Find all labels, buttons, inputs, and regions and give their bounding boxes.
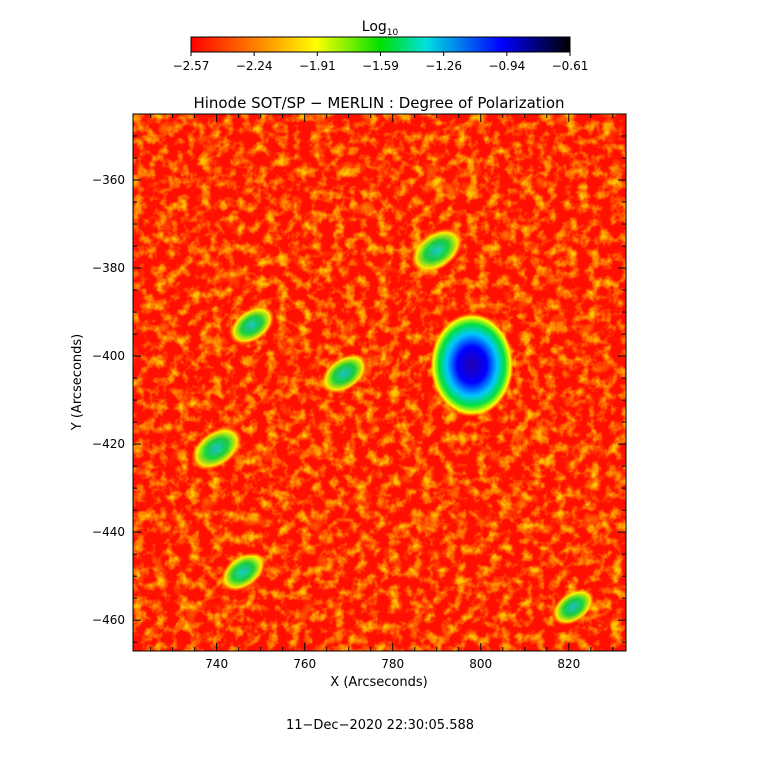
plage-region xyxy=(551,588,595,626)
plot-frame xyxy=(132,113,627,652)
sunspot-region xyxy=(429,312,514,417)
timestamp: 11−Dec−2020 22:30:05.588 xyxy=(286,718,474,733)
y-tick-label: −440 xyxy=(92,525,125,539)
x-axis-label: X (Arcseconds) xyxy=(330,675,427,690)
y-tick-label: −460 xyxy=(92,613,125,627)
x-tick-label: 740 xyxy=(205,657,228,671)
x-axis: 740 760 780 800 820 xyxy=(150,114,614,671)
y-tick-label: −400 xyxy=(92,349,125,363)
colorbar-ticks: −2.57 −2.24 −1.91 −1.59 −1.26 −0.94 −0.61 xyxy=(173,52,589,73)
heatmap-image xyxy=(133,114,626,651)
y-axis-label: Y (Arcseconds) xyxy=(70,334,85,431)
plage-region xyxy=(320,353,368,394)
chart-title: Hinode SOT/SP − MERLIN : Degree of Polar… xyxy=(193,94,564,112)
y-tick-label: −420 xyxy=(92,437,125,451)
colorbar-tick-label: −2.57 xyxy=(173,59,210,73)
x-tick-label: 760 xyxy=(293,657,316,671)
colorbar-tick-label: −2.24 xyxy=(236,59,273,73)
x-tick-label: 800 xyxy=(469,657,492,671)
heatmap-noise-yellow xyxy=(133,114,626,651)
colorbar-label: Log10 xyxy=(362,19,399,38)
x-tick-label: 780 xyxy=(381,657,404,671)
colorbar-tick-label: −0.61 xyxy=(552,59,589,73)
feature-layer xyxy=(191,228,595,626)
plage-region xyxy=(229,305,275,345)
colorbar-tick-label: −0.94 xyxy=(488,59,525,73)
colorbar: Log10 −2.57 −2.24 −1.91 −1.59 −1.26 −0.94 −0.6… xyxy=(173,19,589,73)
plage-region xyxy=(191,426,243,471)
plage-region xyxy=(410,228,463,273)
colorbar-tick-label: −1.91 xyxy=(299,59,336,73)
colorbar-gradient xyxy=(190,36,571,53)
plage-region xyxy=(220,552,266,592)
y-tick-label: −380 xyxy=(92,261,125,275)
colorbar-tick-label: −1.26 xyxy=(425,59,462,73)
x-tick-label: 820 xyxy=(557,657,580,671)
y-tick-label: −360 xyxy=(92,173,125,187)
colorbar-tick-label: −1.59 xyxy=(362,59,399,73)
y-axis: −360 −380 −400 −420 −440 −460 xyxy=(92,113,626,643)
